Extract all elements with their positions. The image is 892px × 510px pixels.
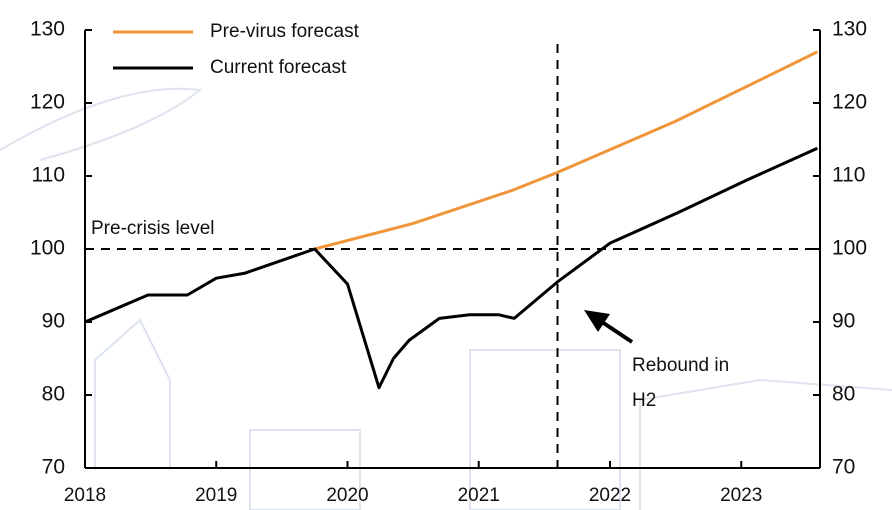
legend-label: Current forecast — [210, 57, 347, 78]
x-tick-label: 2022 — [589, 485, 631, 506]
y2-tick-label: 80 — [832, 383, 855, 406]
y2-tick-label: 110 — [832, 164, 865, 187]
annotation: Pre-crisis level — [91, 218, 215, 239]
y-tick-label: 90 — [42, 310, 65, 333]
y2-tick-label: 90 — [832, 310, 855, 333]
series-line — [315, 52, 818, 249]
series-line — [85, 148, 817, 387]
legend-label: Pre-virus forecast — [210, 21, 360, 42]
x-tick-label: 2021 — [458, 485, 500, 506]
x-tick-label: 2020 — [326, 485, 368, 506]
x-tick-label: 2018 — [64, 485, 106, 506]
y-tick-label: 130 — [30, 18, 65, 41]
x-tick-label: 2019 — [195, 485, 237, 506]
annotation: H2 — [632, 390, 656, 411]
y-tick-label: 110 — [32, 164, 65, 187]
y-tick-label: 80 — [42, 383, 65, 406]
y2-tick-label: 70 — [832, 456, 855, 479]
y-tick-label: 70 — [42, 456, 65, 479]
y-tick-label: 120 — [30, 91, 65, 114]
y2-tick-label: 100 — [832, 237, 867, 260]
y-tick-label: 100 — [30, 237, 65, 260]
y2-tick-label: 120 — [832, 91, 867, 114]
annotation: Rebound in — [632, 355, 729, 376]
chart: 70 80 90 100 110 120 130 70 80 90 100 110 120 130 2018… — [0, 0, 892, 510]
x-tick-label: 2023 — [720, 485, 762, 506]
y2-tick-label: 130 — [832, 18, 867, 41]
background-sketch — [0, 89, 892, 510]
arrow-head — [584, 310, 610, 332]
